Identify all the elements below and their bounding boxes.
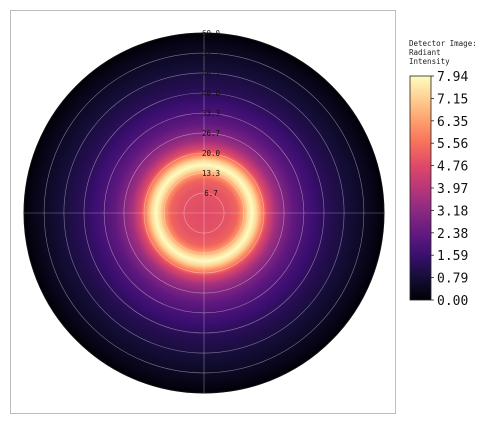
radial-tick-label: 40.0 bbox=[202, 89, 221, 98]
legend-title-line-1: Detector Image: bbox=[409, 39, 477, 48]
legend-title: Detector Image: Radiant Intensity bbox=[409, 39, 480, 66]
radial-grid-circle bbox=[103, 112, 305, 314]
colorbar-tick-label: 6.35 bbox=[437, 115, 468, 130]
plot-frame bbox=[10, 10, 396, 414]
radial-tick-label: 6.7 bbox=[204, 189, 218, 198]
colorbar-tick-label: 2.38 bbox=[437, 227, 468, 242]
colorbar-tick-label: 1.59 bbox=[437, 249, 468, 264]
radial-tick-label: 53.3 bbox=[202, 49, 220, 58]
radial-tick-label: 60.0 bbox=[202, 29, 221, 38]
radial-grid-circle bbox=[163, 172, 245, 254]
radial-grid-circle bbox=[123, 132, 285, 294]
colorbar-tick-label: 7.94 bbox=[437, 70, 468, 85]
radial-grid-circle bbox=[23, 32, 385, 394]
radial-grid-circle bbox=[183, 192, 225, 234]
legend-title-line-3: Intensity bbox=[409, 57, 450, 66]
radial-grid-circle bbox=[83, 92, 325, 334]
colorbar-ticks: 7.94 7.15 6.35 5.56 4.76 3.97 3.18 2.38 1.59 0.79… bbox=[431, 70, 468, 309]
radial-grid-circle bbox=[143, 152, 265, 274]
intensity-rings bbox=[24, 33, 384, 393]
colorbar-tick-label: 0.00 bbox=[437, 294, 468, 309]
radial-tick-label: 33.3 bbox=[202, 109, 220, 118]
radial-tick-label: 26.7 bbox=[202, 129, 220, 138]
legend-title-line-2: Radiant bbox=[409, 48, 441, 57]
colorbar-tick-label: 3.97 bbox=[437, 182, 468, 197]
intensity-ring bbox=[203, 212, 205, 214]
radial-grid-circle bbox=[63, 72, 345, 354]
colorbar-tick-label: 4.76 bbox=[437, 160, 468, 175]
colorbar-tick-label: 3.18 bbox=[437, 204, 468, 219]
radial-tick-label: 20.0 bbox=[202, 149, 221, 158]
colorbar-tick-label: 5.56 bbox=[437, 137, 468, 152]
radial-grid-circle bbox=[43, 52, 365, 374]
colorbar-tick-label: 7.15 bbox=[437, 92, 468, 107]
radial-tick-labels: 6.7 13.3 20.0 26.7 33.3 40.0 46.7 53.3 60.0 bbox=[202, 29, 221, 198]
polar-grid bbox=[23, 32, 385, 394]
colorbar-gradient bbox=[409, 75, 432, 301]
radial-tick-label: 13.3 bbox=[202, 169, 220, 178]
colorbar-tick-label: 0.79 bbox=[437, 272, 468, 287]
radial-tick-label: 46.7 bbox=[202, 69, 220, 78]
polar-heatmap: 6.7 13.3 20.0 26.7 33.3 40.0 46.7 53.3 60.0 bbox=[23, 29, 385, 394]
